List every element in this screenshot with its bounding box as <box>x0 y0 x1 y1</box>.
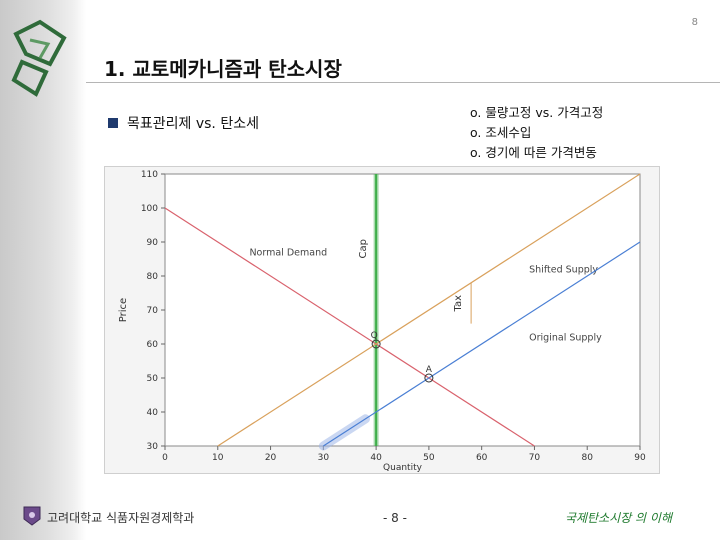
note-item: o. 물량고정 vs. 가격고정 <box>470 105 604 120</box>
x-axis-label: Quantity <box>383 463 423 473</box>
y-axis-label: Price <box>118 298 129 322</box>
x-tick-label: 0 <box>162 453 168 463</box>
series-line-3 <box>323 241 641 447</box>
x-tick-label: 20 <box>265 453 277 463</box>
x-tick-label: 70 <box>529 453 541 463</box>
point-label: A <box>426 365 433 375</box>
series-line-2 <box>217 173 641 447</box>
x-tick-label: 80 <box>581 453 593 463</box>
cap-label: Cap <box>358 239 369 258</box>
y-tick-label: 50 <box>147 374 159 384</box>
y-tick-label: 40 <box>147 408 159 418</box>
university-logo-icon <box>11 19 67 97</box>
y-tick-label: 30 <box>147 442 159 452</box>
y-tick-label: 100 <box>141 204 158 214</box>
notes-list: o. 물량고정 vs. 가격고정 o. 조세수입 o. 경기에 따른 가격변동 <box>470 103 603 163</box>
y-tick-label: 110 <box>141 170 158 180</box>
title-divider <box>86 82 720 83</box>
series-line-1 <box>164 207 535 447</box>
x-tick-label: 10 <box>212 453 224 463</box>
slide-title: 1. 교토메카니즘과 탄소시장 <box>104 57 342 81</box>
series-label-3: Original Supply <box>529 333 602 344</box>
note-item: o. 조세수입 <box>470 125 532 140</box>
note-item: o. 경기에 따른 가격변동 <box>470 145 597 160</box>
y-tick-label: 60 <box>147 340 159 350</box>
equilibrium-point <box>371 339 381 349</box>
plot-area <box>164 173 641 447</box>
tax-label: Tax <box>453 295 464 313</box>
bullet-square-icon <box>108 118 118 128</box>
footer-department: 고려대학교 식품자원경제학과 <box>47 511 195 525</box>
bullet-heading: 목표관리제 vs. 탄소세 <box>127 116 259 132</box>
x-tick-label: 90 <box>634 453 646 463</box>
y-tick-label: 90 <box>147 238 159 248</box>
x-tick-label: 60 <box>476 453 488 463</box>
x-tick-label: 50 <box>423 453 435 463</box>
y-tick-label: 70 <box>147 306 159 316</box>
x-tick-label: 40 <box>370 453 382 463</box>
x-tick-label: 30 <box>318 453 330 463</box>
y-tick-label: 80 <box>147 272 159 282</box>
footer-page-number: - 8 - <box>383 511 407 525</box>
footer-course-title: 국제탄소시장 의 이해 <box>565 511 672 525</box>
footer-logo-icon <box>23 506 41 526</box>
series-label-2: Shifted Supply <box>529 265 598 276</box>
supply-demand-chart: 0 10 20 30 40 50 60 70 80 90 30 40 50 60 70 80 90 100 110 Q… <box>118 170 646 473</box>
side-band <box>0 0 86 540</box>
series-label-1: Normal Demand <box>249 248 327 259</box>
point-label: Q <box>371 331 378 341</box>
slide-number: 8 <box>691 17 698 28</box>
equilibrium-point <box>424 373 434 383</box>
